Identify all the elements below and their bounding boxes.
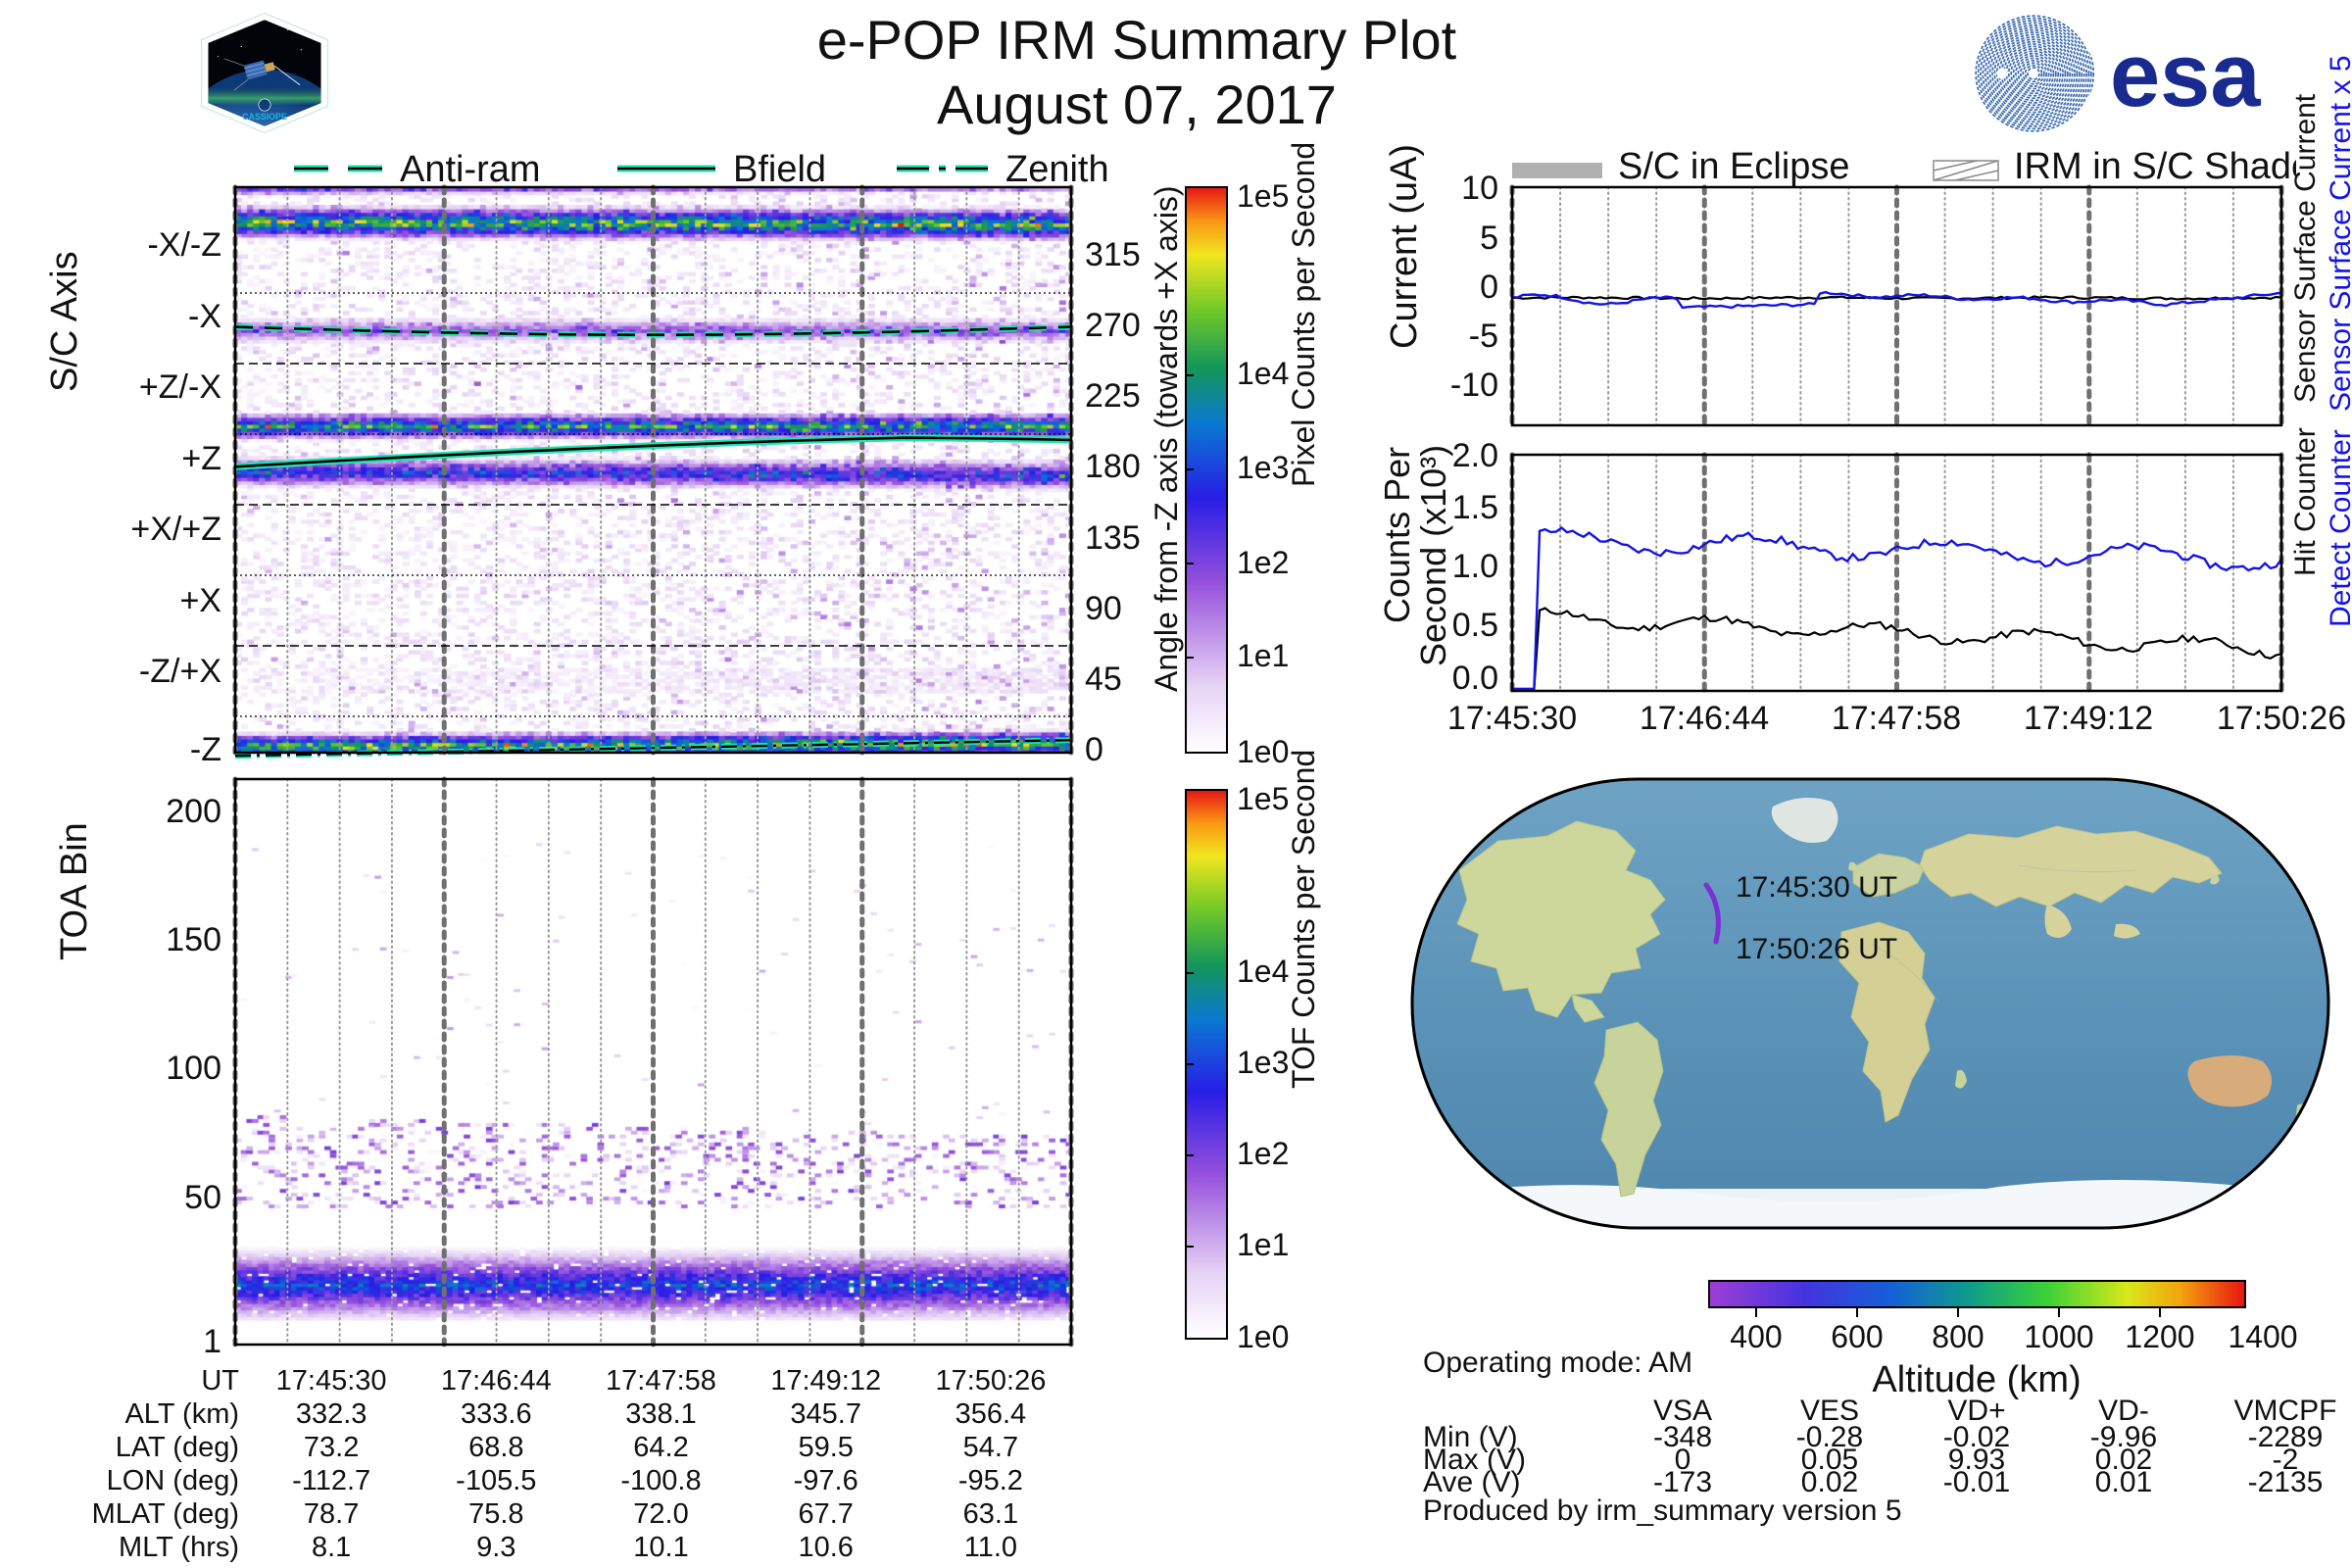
svg-text:-Z/+X: -Z/+X [139, 653, 221, 690]
svg-text:1000: 1000 [2024, 1319, 2093, 1354]
svg-text:5: 5 [1480, 220, 1498, 257]
svg-text:1e1: 1e1 [1237, 638, 1289, 673]
svg-text:315: 315 [1085, 236, 1141, 273]
svg-text:1400: 1400 [2228, 1319, 2297, 1354]
svg-text:1.0: 1.0 [1452, 548, 1498, 585]
svg-text:0: 0 [1480, 269, 1498, 306]
svg-text:IRM in S/C Shadow: IRM in S/C Shadow [2014, 149, 2296, 187]
svg-text:+Z/-X: +Z/-X [139, 368, 221, 406]
svg-text:100: 100 [166, 1050, 221, 1087]
svg-text:600: 600 [1831, 1319, 1883, 1354]
svg-text:1e2: 1e2 [1237, 545, 1289, 580]
svg-text:225: 225 [1085, 377, 1141, 415]
svg-text:1.5: 1.5 [1452, 489, 1498, 526]
svg-text:17:46:44: 17:46:44 [1640, 700, 1769, 737]
svg-text:50: 50 [184, 1179, 221, 1216]
svg-text:Bfield: Bfield [733, 149, 826, 190]
svg-text:+X: +X [179, 582, 221, 619]
svg-text:2.0: 2.0 [1452, 437, 1498, 474]
svg-text:17:50:26 UT: 17:50:26 UT [1736, 933, 1897, 965]
svg-text:1e3: 1e3 [1237, 450, 1289, 485]
svg-text:800: 800 [1932, 1319, 1984, 1354]
svg-text:17:45:30: 17:45:30 [1447, 700, 1577, 737]
svg-text:400: 400 [1730, 1319, 1782, 1354]
svg-text:17:49:12: 17:49:12 [2024, 700, 2153, 737]
svg-text:-10: -10 [1450, 367, 1498, 404]
svg-text:1e5: 1e5 [1237, 781, 1289, 816]
svg-text:17:50:26: 17:50:26 [2217, 700, 2346, 737]
svg-text:90: 90 [1085, 590, 1122, 627]
svg-text:-5: -5 [1469, 318, 1498, 355]
svg-text:1e4: 1e4 [1237, 356, 1289, 391]
svg-text:Anti-ram: Anti-ram [400, 149, 541, 190]
svg-text:135: 135 [1085, 519, 1141, 557]
svg-text:1e3: 1e3 [1237, 1045, 1289, 1080]
svg-text:17:47:58: 17:47:58 [1832, 700, 1961, 737]
svg-text:1200: 1200 [2125, 1319, 2194, 1354]
svg-text:+Z: +Z [181, 440, 221, 477]
svg-text:S/C in Eclipse: S/C in Eclipse [1618, 149, 1850, 187]
svg-text:1e0: 1e0 [1237, 734, 1289, 769]
svg-text:Zenith: Zenith [1005, 149, 1109, 190]
svg-text:17:45:30 UT: 17:45:30 UT [1736, 871, 1897, 904]
svg-text:10: 10 [1461, 170, 1498, 207]
svg-text:+X/+Z: +X/+Z [130, 511, 221, 548]
svg-text:esa: esa [2110, 25, 2261, 125]
svg-text:1e1: 1e1 [1237, 1227, 1289, 1262]
svg-text:0.0: 0.0 [1452, 660, 1498, 697]
svg-text:200: 200 [166, 793, 221, 830]
svg-text:-Z: -Z [190, 731, 221, 768]
svg-text:-X: -X [188, 298, 221, 335]
svg-text:150: 150 [166, 921, 221, 958]
svg-text:1: 1 [203, 1323, 221, 1360]
svg-text:-X/-Z: -X/-Z [147, 226, 221, 264]
svg-text:0: 0 [1085, 731, 1103, 768]
svg-text:45: 45 [1085, 661, 1122, 698]
svg-text:0.5: 0.5 [1452, 607, 1498, 644]
svg-text:270: 270 [1085, 307, 1141, 344]
svg-text:CASSIOPE: CASSIOPE [242, 112, 287, 122]
svg-text:1e2: 1e2 [1237, 1136, 1289, 1171]
svg-text:1e4: 1e4 [1237, 954, 1289, 989]
svg-text:1e5: 1e5 [1237, 178, 1289, 214]
svg-text:180: 180 [1085, 448, 1141, 485]
svg-text:1e0: 1e0 [1237, 1319, 1289, 1354]
